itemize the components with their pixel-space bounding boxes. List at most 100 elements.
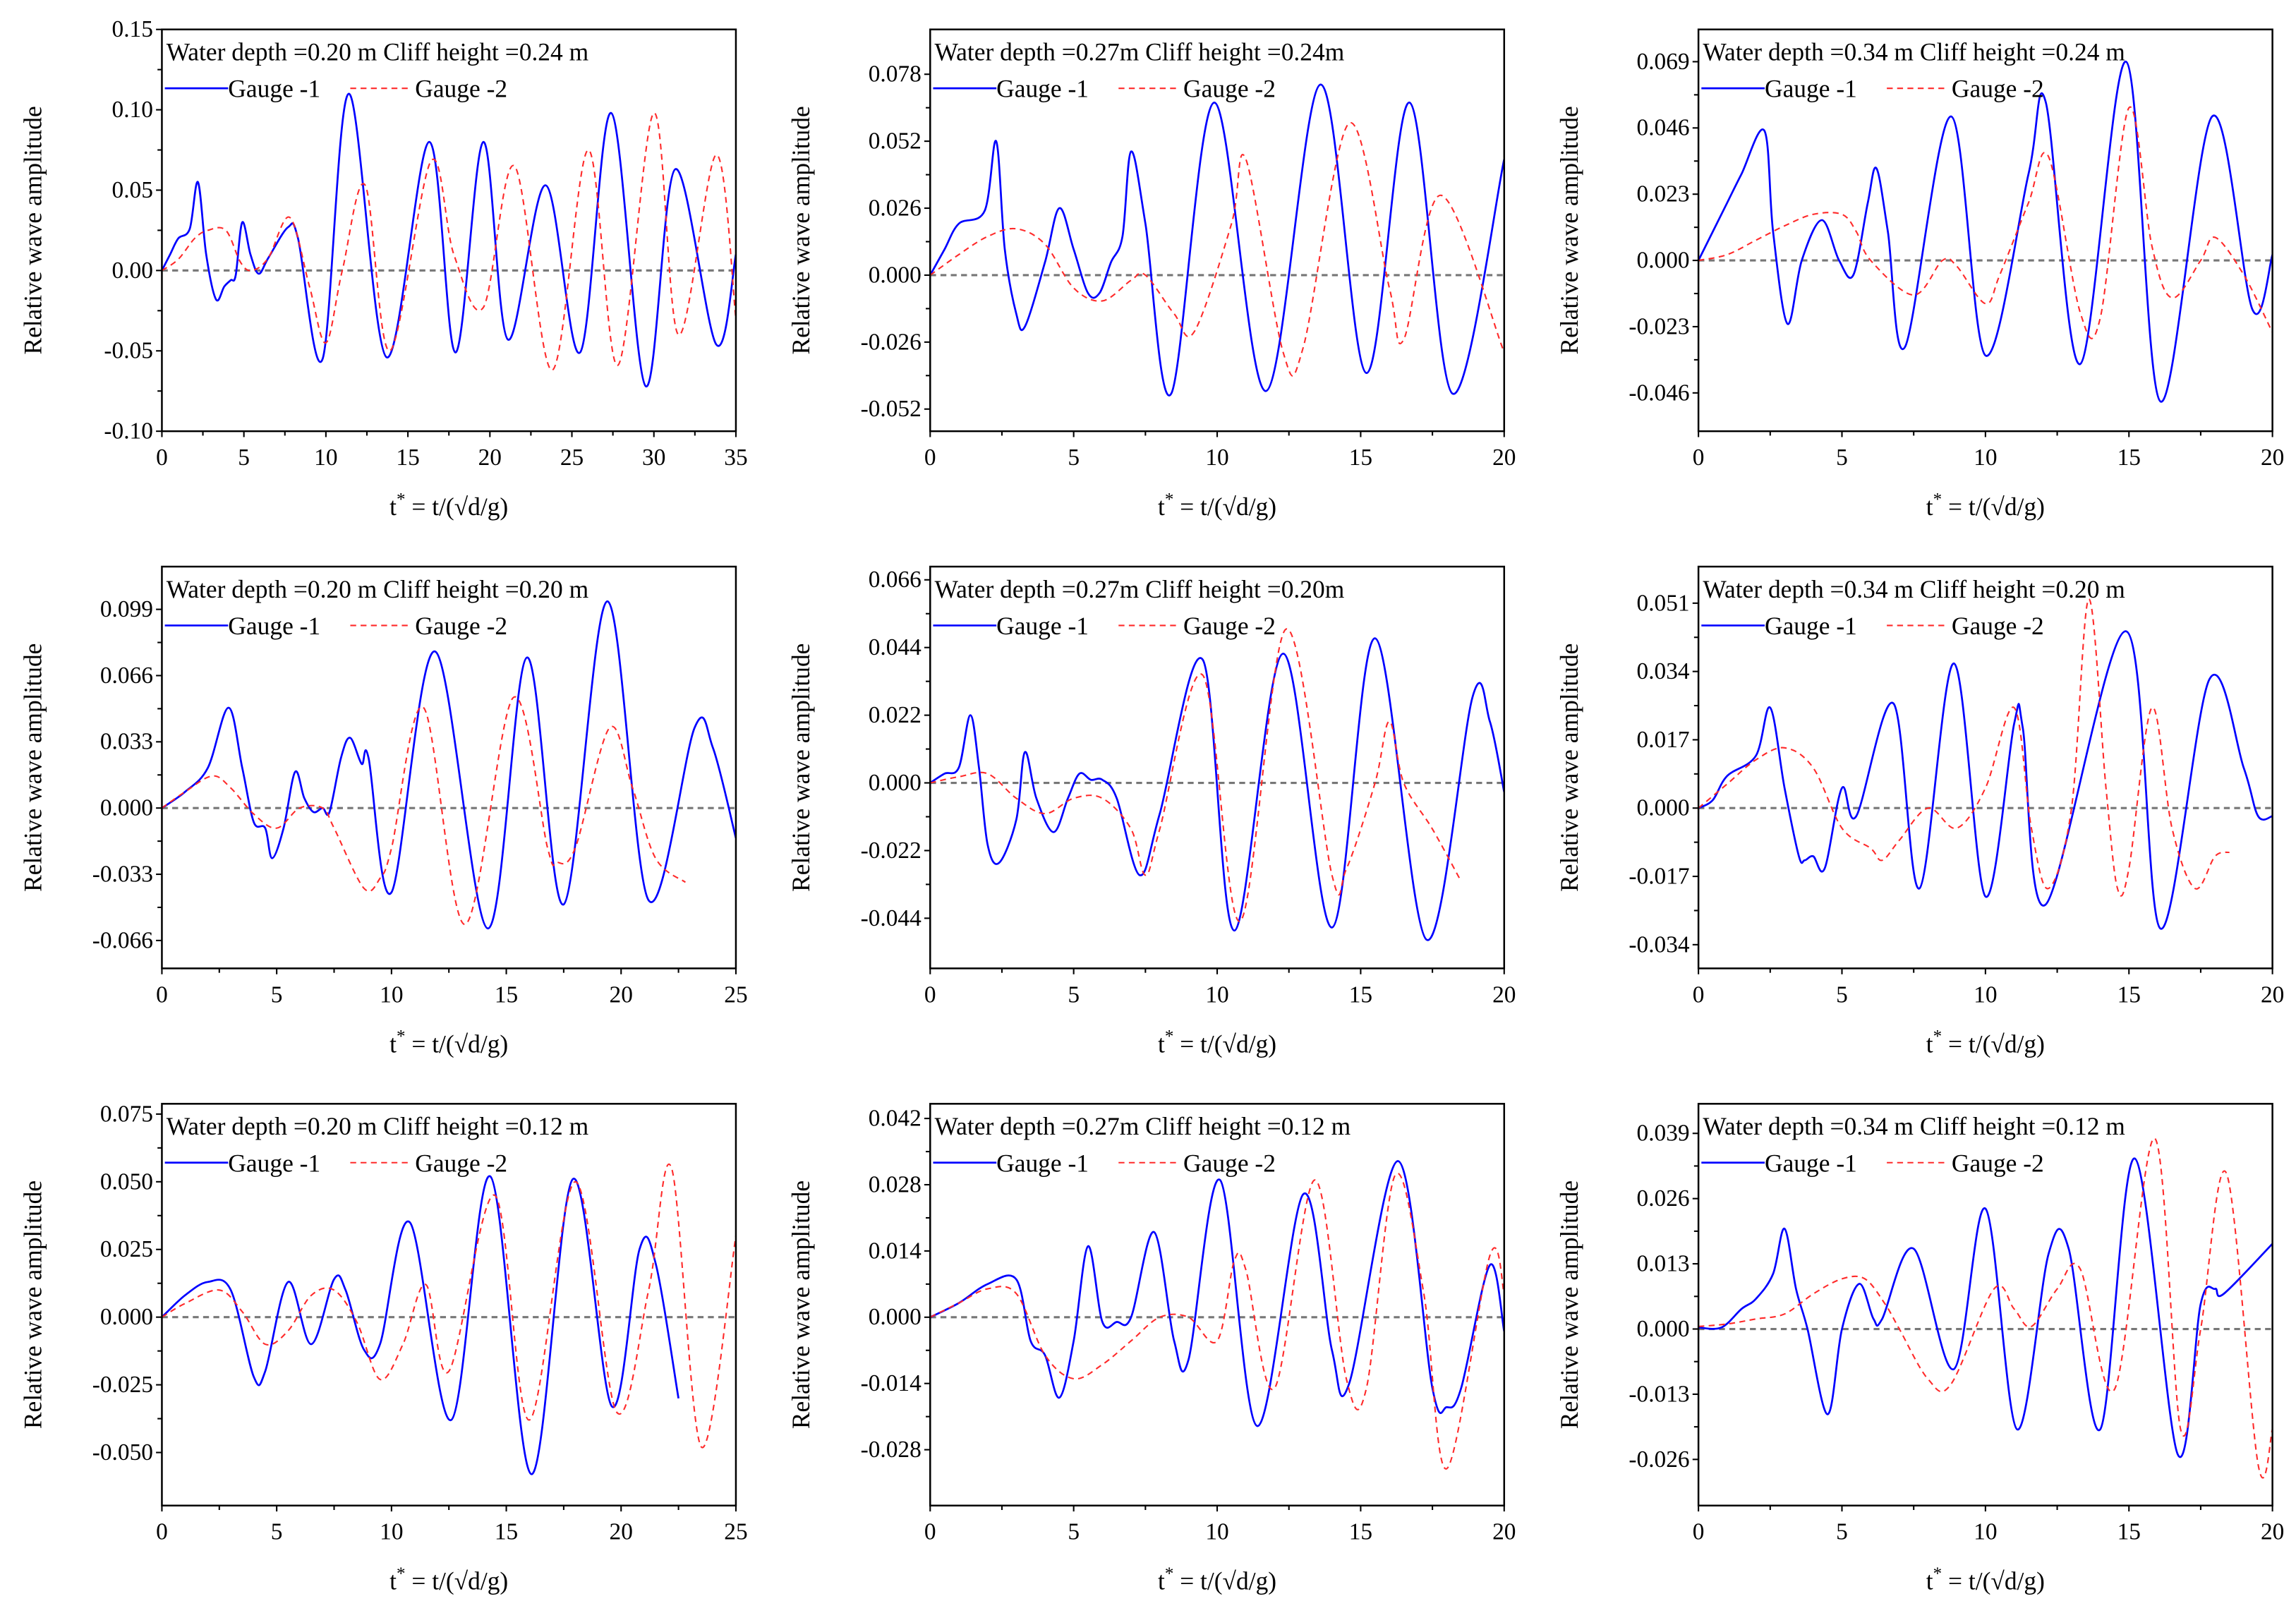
legend-gauge-2-label: Gauge -2 (1952, 75, 2044, 103)
x-label-rest: = t/(√d/g) (1173, 1567, 1276, 1595)
x-tick-label: 15 (2117, 445, 2141, 471)
x-label-rest: = t/(√d/g) (1942, 1029, 2045, 1058)
gauge-2-line (930, 628, 1462, 922)
legend-gauge-2-label: Gauge -2 (1952, 1149, 2044, 1177)
x-tick-label: 0 (1693, 981, 1705, 1008)
x-tick-label: 0 (156, 981, 168, 1008)
x-tick-label: 5 (1836, 981, 1848, 1008)
x-label-rest: = t/(√d/g) (406, 1029, 509, 1058)
x-tick-label: 25 (560, 445, 584, 471)
y-tick-label: 0.000 (100, 795, 153, 821)
x-label-superscript: * (1933, 490, 1942, 509)
x-label-superscript: * (1165, 490, 1174, 509)
gauge-1-line (162, 1175, 679, 1475)
y-tick-label: 0.000 (100, 1304, 153, 1330)
y-tick-label: 0.034 (1637, 658, 1690, 684)
gauge-1-line (930, 1160, 1504, 1427)
y-tick-label: 0.025 (100, 1236, 153, 1262)
y-tick-label: 0.000 (1637, 248, 1690, 274)
x-tick-label: 10 (380, 1519, 403, 1545)
x-tick-label: 10 (1205, 981, 1228, 1008)
x-tick-label: 0 (156, 445, 168, 471)
legend-gauge-1-label: Gauge -1 (996, 612, 1089, 640)
x-label-superscript: * (397, 490, 406, 509)
y-tick-label: 0.069 (1637, 49, 1690, 75)
x-label-superscript: * (1165, 1027, 1174, 1046)
y-tick-label: 0.05 (112, 177, 153, 203)
y-tick-label: 0.000 (869, 262, 922, 288)
y-tick-label: 0.15 (112, 16, 153, 42)
y-tick-label: 0.013 (1637, 1251, 1690, 1277)
y-tick-label: 0.000 (869, 1304, 922, 1330)
legend-gauge-2-label: Gauge -2 (415, 612, 507, 640)
y-tick-label: -0.033 (92, 861, 153, 887)
legend-gauge-1-label: Gauge -1 (996, 75, 1089, 103)
x-label-base: t (389, 1029, 397, 1058)
gauge-2-line (162, 1164, 736, 1449)
y-tick-label: -0.052 (861, 396, 922, 422)
x-label-superscript: * (397, 1564, 406, 1583)
y-tick-label: 0.033 (100, 729, 153, 755)
x-tick-label: 35 (724, 445, 747, 471)
legend-gauge-2-label: Gauge -2 (1183, 1149, 1276, 1177)
x-tick-label: 20 (2261, 981, 2284, 1008)
x-axis-label: t* = t/(√d/g) (389, 490, 508, 521)
y-tick-label: -0.025 (92, 1372, 153, 1398)
y-axis-label: Relative wave amplitude (787, 644, 815, 892)
x-axis-label: t* = t/(√d/g) (1158, 1564, 1276, 1595)
y-tick-label: 0.078 (869, 61, 922, 87)
legend-gauge-2-label: Gauge -2 (1183, 612, 1276, 640)
x-tick-label: 5 (271, 981, 283, 1008)
x-tick-label: 10 (1974, 981, 1997, 1008)
y-tick-label: 0.10 (112, 97, 153, 123)
x-tick-label: 5 (1836, 1519, 1848, 1545)
x-tick-label: 5 (271, 1519, 283, 1545)
x-tick-label: 0 (1693, 1519, 1705, 1545)
x-label-rest: = t/(√d/g) (1942, 1567, 2045, 1595)
legend-gauge-1-label: Gauge -1 (1765, 612, 1857, 640)
y-tick-label: -0.050 (92, 1439, 153, 1466)
x-tick-label: 15 (2117, 981, 2141, 1008)
y-tick-label: -0.026 (861, 329, 922, 355)
legend-gauge-1-label: Gauge -1 (228, 612, 320, 640)
x-label-base: t (389, 1567, 397, 1595)
gauge-2-line (1698, 1137, 2273, 1479)
x-tick-label: 10 (314, 445, 337, 471)
panel-title: Water depth =0.27m Cliff height =0.12 m (935, 1112, 1351, 1140)
x-axis-label: t* = t/(√d/g) (389, 1027, 508, 1058)
x-tick-label: 0 (156, 1519, 168, 1545)
x-axis-label: t* = t/(√d/g) (389, 1564, 508, 1595)
y-tick-label: -0.014 (861, 1370, 922, 1396)
x-label-rest: = t/(√d/g) (1173, 493, 1276, 521)
y-tick-label: -0.022 (861, 838, 922, 864)
x-tick-label: 10 (1205, 445, 1228, 471)
panel-title: Water depth =0.20 m Cliff height =0.12 m (167, 1112, 589, 1140)
x-tick-label: 20 (610, 1519, 633, 1545)
x-tick-label: 10 (1205, 1519, 1228, 1545)
y-axis-label: Relative wave amplitude (1555, 644, 1583, 892)
x-tick-label: 0 (924, 981, 936, 1008)
chart-panel-3: 0 5 10 15 20 -0.046 -0.023 0.000 0.023 0.046 0.069… (1555, 28, 2284, 521)
x-label-rest: = t/(√d/g) (406, 493, 509, 521)
chart-panel-7: 0 5 10 15 20 25 -0.050 -0.025 0.000 0.025 0.050 0.0… (18, 1101, 747, 1595)
x-tick-label: 0 (924, 445, 936, 471)
y-tick-label: 0.066 (869, 567, 922, 593)
y-tick-label: -0.017 (1629, 863, 1689, 889)
y-tick-label: 0.051 (1637, 590, 1690, 616)
y-tick-label: 0.026 (869, 195, 922, 221)
y-axis-label: Relative wave amplitude (18, 1180, 47, 1429)
y-tick-label: 0.026 (1637, 1185, 1690, 1212)
chart-panel-4: 0 5 10 15 20 25 -0.066 -0.033 0.000 0.033 0.066 0.0… (18, 565, 748, 1058)
y-tick-label: -0.10 (104, 418, 153, 445)
x-label-base: t (1926, 493, 1933, 521)
x-tick-label: 5 (238, 445, 250, 471)
gauge-1-line (930, 83, 1504, 397)
x-tick-label: 20 (1492, 981, 1516, 1008)
x-label-base: t (1158, 1567, 1165, 1595)
y-axis-label: Relative wave amplitude (787, 1180, 815, 1429)
x-label-rest: = t/(√d/g) (1173, 1029, 1276, 1058)
gauge-2-line (1698, 106, 2273, 339)
legend-gauge-1-label: Gauge -1 (228, 1149, 320, 1177)
y-tick-label: 0.042 (869, 1106, 922, 1132)
